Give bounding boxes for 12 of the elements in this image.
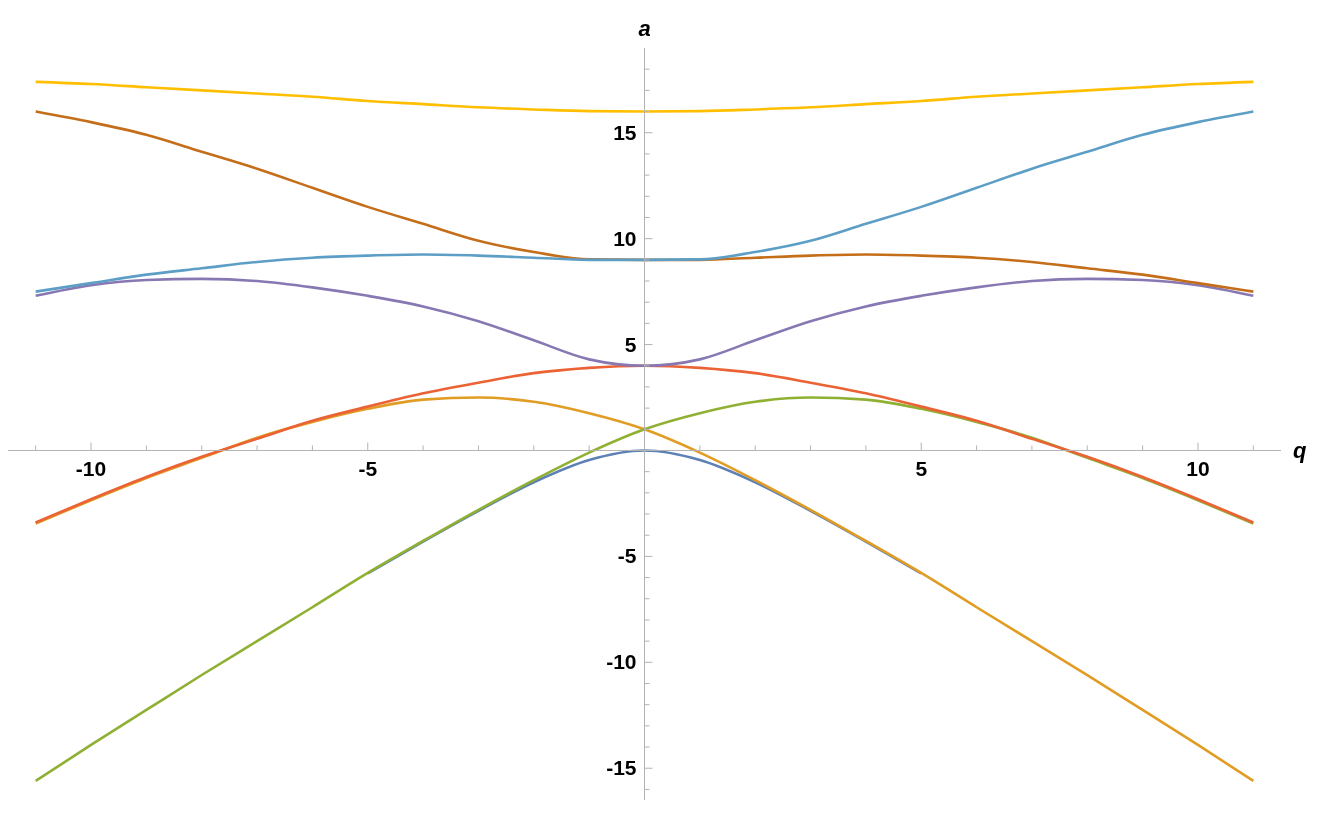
y-tick-label: -15	[606, 756, 637, 780]
y-tick-label: 5	[624, 332, 637, 356]
y-tick-label: 15	[613, 120, 637, 144]
y-tick-label: -10	[606, 650, 637, 674]
x-tick-label: -5	[358, 457, 378, 481]
y-tick-label: -5	[617, 544, 637, 568]
y-tick-label: 10	[613, 226, 637, 250]
x-axis-title: q	[1293, 438, 1307, 464]
x-tick-label: -10	[75, 457, 107, 481]
y-axis-title: a	[638, 16, 651, 41]
x-tick-label: 10	[1186, 457, 1210, 481]
x-tick-label: 5	[915, 457, 928, 481]
